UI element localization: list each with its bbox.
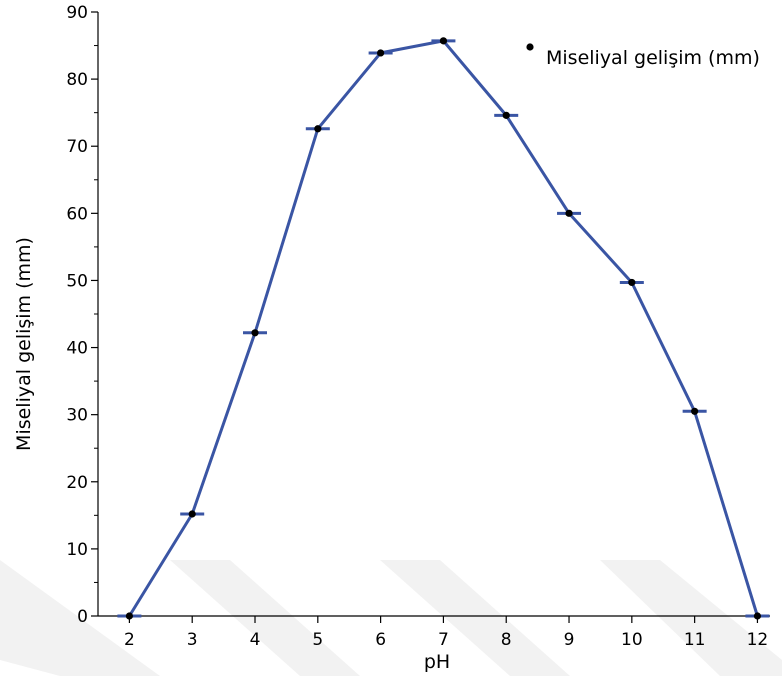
legend: Miseliyal gelişim (mm) [526,43,760,69]
x-tick-label: 9 [564,630,575,650]
legend-label: Miseliyal gelişim (mm) [546,47,760,69]
data-point [125,612,134,620]
data-point [314,125,322,133]
data-point [753,612,762,620]
data-point [628,278,636,287]
x-tick-label: 5 [312,630,323,650]
x-axis-title: pH [424,651,450,673]
axes: 0 10 20 30 40 50 60 70 80 90 2 3 4 5 6 7 8 9 10 11 12 [66,3,770,650]
y-tick-label: 0 [77,607,88,627]
y-tick-label: 10 [66,540,88,560]
data-point [565,209,573,217]
legend-marker [526,43,534,51]
x-tick-label: 3 [187,630,198,650]
x-tick-label: 2 [124,630,135,650]
data-point [439,37,448,45]
y-tick-label: 50 [66,271,88,291]
x-tick-label: 4 [250,630,261,650]
y-tick-label: 40 [66,339,88,359]
y-tick-label: 80 [66,70,88,90]
x-tick-label: 6 [375,630,386,650]
background-watermark [0,560,782,676]
x-tick-label: 12 [747,630,769,650]
y-tick-label: 20 [66,473,88,493]
y-tick-label: 60 [66,204,88,224]
y-tick-label: 70 [66,137,88,157]
data-point [377,49,385,57]
data-point [691,407,699,415]
x-tick-label: 8 [501,630,512,650]
data-point [251,329,259,337]
x-tick-label: 11 [684,630,706,650]
y-axis-title: Miseliyal gelişim (mm) [13,237,35,451]
data-point [188,510,196,518]
series-layer [117,37,770,620]
data-point [502,111,510,119]
x-tick-label: 7 [438,630,449,650]
x-tick-label: 10 [621,630,643,650]
series-line [128,39,759,617]
y-tick-label: 90 [66,3,88,23]
y-tick-label: 30 [66,406,88,426]
